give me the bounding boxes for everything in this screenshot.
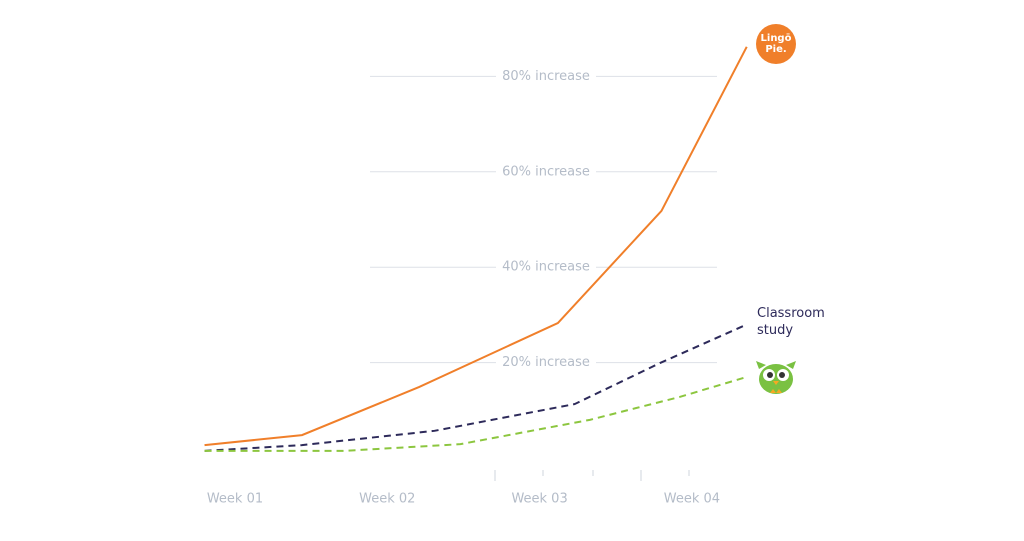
axis-minor-ticks [494,470,690,481]
series-line [204,376,744,452]
x-tick-label: Week 04 [664,492,720,507]
tick-label-bg [496,257,596,278]
x-tick-label: Week 02 [359,492,415,507]
y-tick-label: 60% increase [502,164,590,179]
tick-label-bg [496,161,596,182]
tick-label-bg [496,66,596,87]
y-tick-label: 80% increase [502,69,590,84]
series-label: Classroom study [757,306,825,338]
x-tick-label: Week 01 [207,492,263,507]
owl-icon [756,361,796,394]
series-line [204,324,745,452]
series-badge: Lingō Pie. [756,24,796,64]
x-tick-label: Week 03 [511,492,567,507]
series-line [204,46,748,447]
y-tick-label: 40% increase [502,260,590,275]
y-tick-label: 20% increase [502,355,590,370]
tick-label-bg [496,352,596,373]
